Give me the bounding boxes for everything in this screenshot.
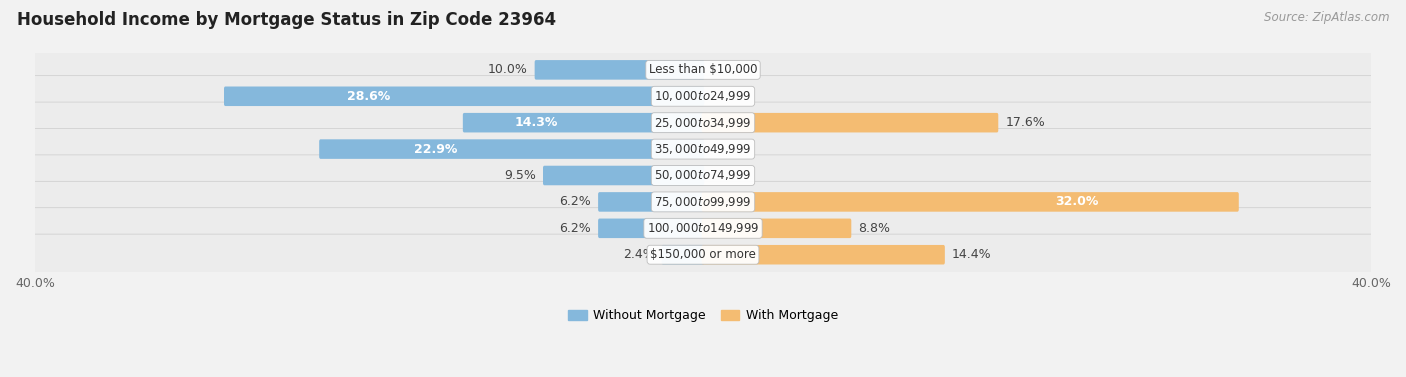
- Text: $150,000 or more: $150,000 or more: [650, 248, 756, 261]
- Text: $75,000 to $99,999: $75,000 to $99,999: [654, 195, 752, 209]
- FancyBboxPatch shape: [463, 113, 704, 132]
- Text: 22.9%: 22.9%: [413, 143, 457, 156]
- Text: $25,000 to $34,999: $25,000 to $34,999: [654, 116, 752, 130]
- Text: 28.6%: 28.6%: [347, 90, 391, 103]
- FancyBboxPatch shape: [534, 60, 704, 80]
- Text: 2.4%: 2.4%: [623, 248, 655, 261]
- FancyBboxPatch shape: [598, 219, 704, 238]
- FancyBboxPatch shape: [24, 234, 1382, 275]
- FancyBboxPatch shape: [702, 245, 945, 265]
- Text: 6.2%: 6.2%: [560, 222, 591, 235]
- FancyBboxPatch shape: [24, 49, 1382, 90]
- Text: Less than $10,000: Less than $10,000: [648, 63, 758, 77]
- Text: Source: ZipAtlas.com: Source: ZipAtlas.com: [1264, 11, 1389, 24]
- FancyBboxPatch shape: [598, 192, 704, 211]
- Text: $100,000 to $149,999: $100,000 to $149,999: [647, 221, 759, 235]
- Text: $50,000 to $74,999: $50,000 to $74,999: [654, 169, 752, 182]
- Text: $35,000 to $49,999: $35,000 to $49,999: [654, 142, 752, 156]
- Text: 6.2%: 6.2%: [560, 195, 591, 208]
- FancyBboxPatch shape: [24, 76, 1382, 117]
- FancyBboxPatch shape: [24, 155, 1382, 196]
- Text: Household Income by Mortgage Status in Zip Code 23964: Household Income by Mortgage Status in Z…: [17, 11, 555, 29]
- FancyBboxPatch shape: [24, 181, 1382, 222]
- Text: 17.6%: 17.6%: [1005, 116, 1045, 129]
- FancyBboxPatch shape: [24, 102, 1382, 143]
- Text: 8.8%: 8.8%: [858, 222, 890, 235]
- Text: 14.3%: 14.3%: [515, 116, 558, 129]
- Text: 32.0%: 32.0%: [1056, 195, 1099, 208]
- FancyBboxPatch shape: [702, 113, 998, 132]
- FancyBboxPatch shape: [24, 208, 1382, 249]
- Legend: Without Mortgage, With Mortgage: Without Mortgage, With Mortgage: [562, 304, 844, 327]
- FancyBboxPatch shape: [24, 129, 1382, 170]
- FancyBboxPatch shape: [224, 86, 704, 106]
- FancyBboxPatch shape: [702, 219, 851, 238]
- Text: $10,000 to $24,999: $10,000 to $24,999: [654, 89, 752, 103]
- Text: 9.5%: 9.5%: [505, 169, 536, 182]
- FancyBboxPatch shape: [662, 245, 704, 265]
- FancyBboxPatch shape: [319, 139, 704, 159]
- FancyBboxPatch shape: [702, 192, 1239, 211]
- FancyBboxPatch shape: [543, 166, 704, 185]
- Text: 10.0%: 10.0%: [488, 63, 527, 77]
- Text: 14.4%: 14.4%: [952, 248, 991, 261]
